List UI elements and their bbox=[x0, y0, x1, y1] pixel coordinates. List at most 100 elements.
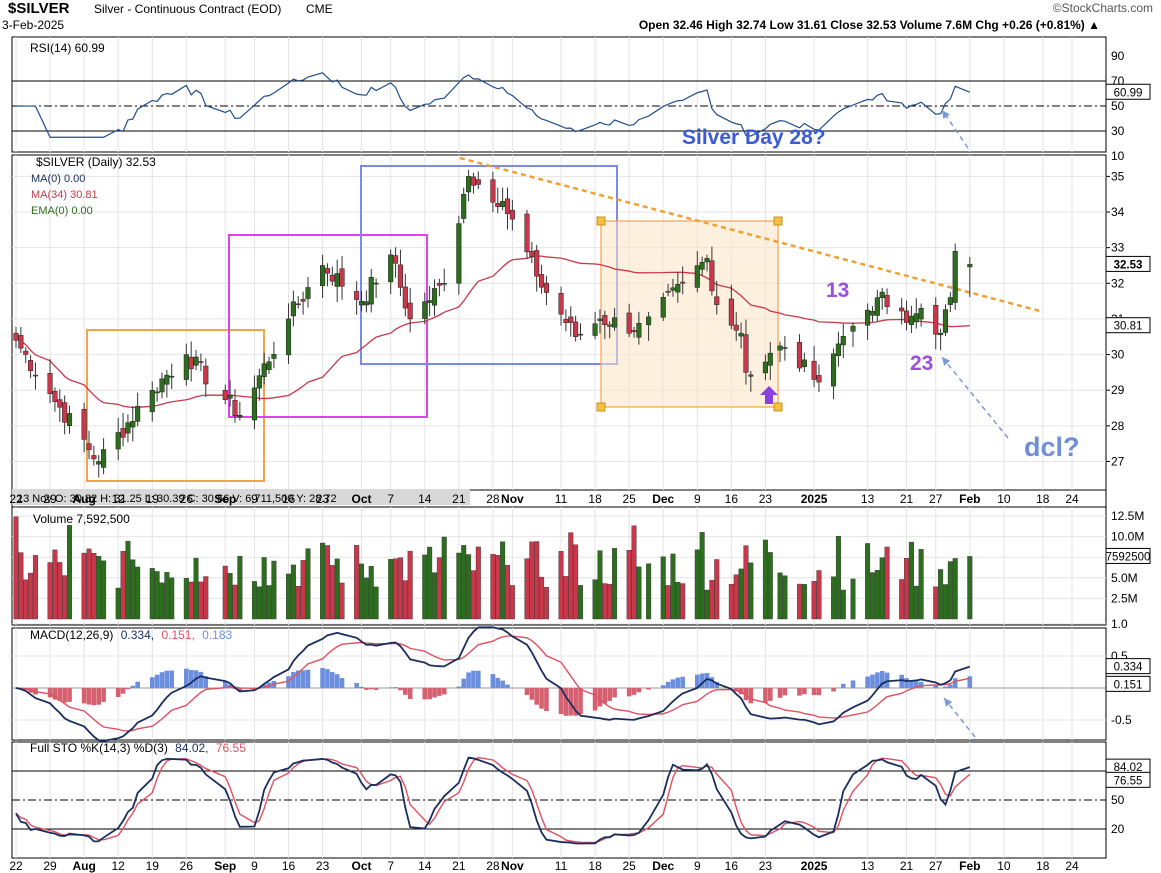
candle-body bbox=[733, 324, 739, 331]
volume-bar bbox=[393, 558, 399, 620]
volume-bar bbox=[490, 554, 496, 620]
x-tick-label: 27 bbox=[929, 859, 943, 873]
sto-d-value: 76.55 bbox=[216, 741, 246, 755]
macd-histogram-bar bbox=[943, 686, 948, 688]
candle-body bbox=[748, 374, 754, 377]
watermark: ©StockCharts.com bbox=[1053, 1, 1153, 15]
candle-body bbox=[694, 265, 700, 288]
macd-histogram-bar bbox=[573, 688, 578, 716]
macd-histogram-bar bbox=[368, 688, 374, 690]
candle-body bbox=[290, 301, 296, 317]
price-arrow-head bbox=[942, 357, 951, 366]
volume-bar bbox=[592, 579, 598, 620]
candle-body bbox=[271, 354, 277, 359]
candle-body bbox=[490, 179, 496, 203]
macd-histogram-bar bbox=[339, 678, 345, 688]
candle-body bbox=[865, 309, 871, 326]
candle-body bbox=[811, 360, 817, 380]
macd-histogram-bar bbox=[918, 681, 924, 688]
macd-histogram-bar bbox=[427, 688, 432, 700]
macd-histogram-bar bbox=[300, 670, 306, 688]
price-value-tag: 32.53 bbox=[1114, 259, 1143, 271]
macd-histogram-bar bbox=[334, 674, 340, 688]
candle-body bbox=[101, 449, 107, 468]
panel-frame-price bbox=[11, 154, 1107, 491]
x-tick-label: 14 bbox=[418, 859, 432, 873]
candle-body bbox=[568, 316, 574, 323]
candle-body bbox=[32, 374, 39, 377]
price-tick-label: 29 bbox=[1111, 383, 1125, 397]
macd-histogram-bar bbox=[607, 688, 612, 701]
volume-bar bbox=[388, 559, 394, 620]
volume-bar bbox=[251, 581, 257, 620]
volume-bar bbox=[397, 557, 403, 620]
macd-histogram-bar bbox=[47, 688, 53, 698]
volume-bar bbox=[339, 582, 345, 620]
volume-bar bbox=[368, 566, 374, 620]
candle-body bbox=[816, 375, 822, 383]
macd-histogram-bar bbox=[670, 679, 676, 688]
trendline bbox=[459, 156, 1041, 313]
sto-tick-label: 50 bbox=[1111, 793, 1125, 807]
x-tick-label: 22 bbox=[9, 492, 23, 506]
candle-body bbox=[646, 316, 652, 326]
candle-body bbox=[942, 309, 949, 333]
macd-histogram-bar bbox=[865, 676, 870, 688]
macd-histogram-bar bbox=[875, 672, 880, 688]
candle-body bbox=[539, 274, 545, 288]
candle-body bbox=[782, 347, 788, 349]
macd-tick-label: -0.5 bbox=[1111, 713, 1132, 727]
macd-histogram-bar bbox=[471, 670, 476, 688]
macd-histogram-bar bbox=[568, 688, 574, 716]
candle-body bbox=[631, 330, 637, 333]
x-tick-label: 21 bbox=[900, 859, 914, 873]
volume-bar bbox=[816, 570, 822, 620]
ma34-line bbox=[15, 255, 970, 409]
candle-body bbox=[529, 251, 535, 257]
x-tick-label: Nov bbox=[501, 492, 524, 506]
macd-histogram-bar bbox=[763, 688, 768, 703]
candle-body bbox=[66, 413, 73, 426]
volume-bar bbox=[714, 559, 720, 620]
volume-bar bbox=[125, 540, 131, 620]
macd-histogram-bar bbox=[407, 688, 413, 699]
x-tick-label: 21 bbox=[900, 492, 914, 506]
candle-body bbox=[704, 258, 710, 263]
panel-labels: RSI(14) 60.99 $SILVER (Daily) 32.53 MA(0… bbox=[30, 41, 246, 755]
annotation-23: 23 bbox=[910, 352, 933, 375]
candle-body bbox=[154, 391, 160, 394]
candle-body bbox=[563, 319, 569, 324]
volume-value-tag-box bbox=[1105, 547, 1151, 564]
volume-bar bbox=[120, 551, 126, 620]
candle-body bbox=[305, 287, 311, 299]
volume-bar bbox=[675, 582, 681, 620]
volume-bar bbox=[573, 544, 579, 620]
volume-label: Volume 7,592,500 bbox=[33, 512, 130, 526]
macd-histogram-bar bbox=[767, 688, 773, 701]
candle-body bbox=[903, 310, 910, 323]
volume-bar bbox=[427, 546, 433, 620]
macd-histogram-bar bbox=[476, 670, 481, 688]
candle-body bbox=[120, 428, 126, 438]
candle-body bbox=[592, 323, 598, 336]
x-tick-label: 7 bbox=[387, 492, 394, 506]
candle-body bbox=[96, 461, 102, 465]
macd-histogram-bar bbox=[913, 681, 919, 688]
x-tick-label: 27 bbox=[929, 492, 943, 506]
candle-body bbox=[436, 283, 442, 286]
x-tick-label: 23 bbox=[316, 859, 330, 873]
volume-value-tag: 7592500 bbox=[1106, 551, 1151, 563]
candle-body bbox=[188, 356, 194, 370]
macd-tick-label: 1.0 bbox=[1111, 617, 1128, 631]
volume-bar bbox=[835, 536, 841, 620]
rsi-arrow-head bbox=[942, 110, 950, 119]
macd-histogram-bar bbox=[699, 673, 705, 688]
volume-bar bbox=[286, 573, 292, 620]
volume-bar bbox=[266, 585, 272, 620]
candle-body bbox=[320, 265, 326, 286]
candle-body bbox=[597, 318, 603, 321]
volume-bar bbox=[329, 565, 335, 620]
volume-bar bbox=[534, 541, 540, 620]
volume-bar bbox=[363, 577, 369, 620]
volume-bar bbox=[91, 553, 97, 620]
